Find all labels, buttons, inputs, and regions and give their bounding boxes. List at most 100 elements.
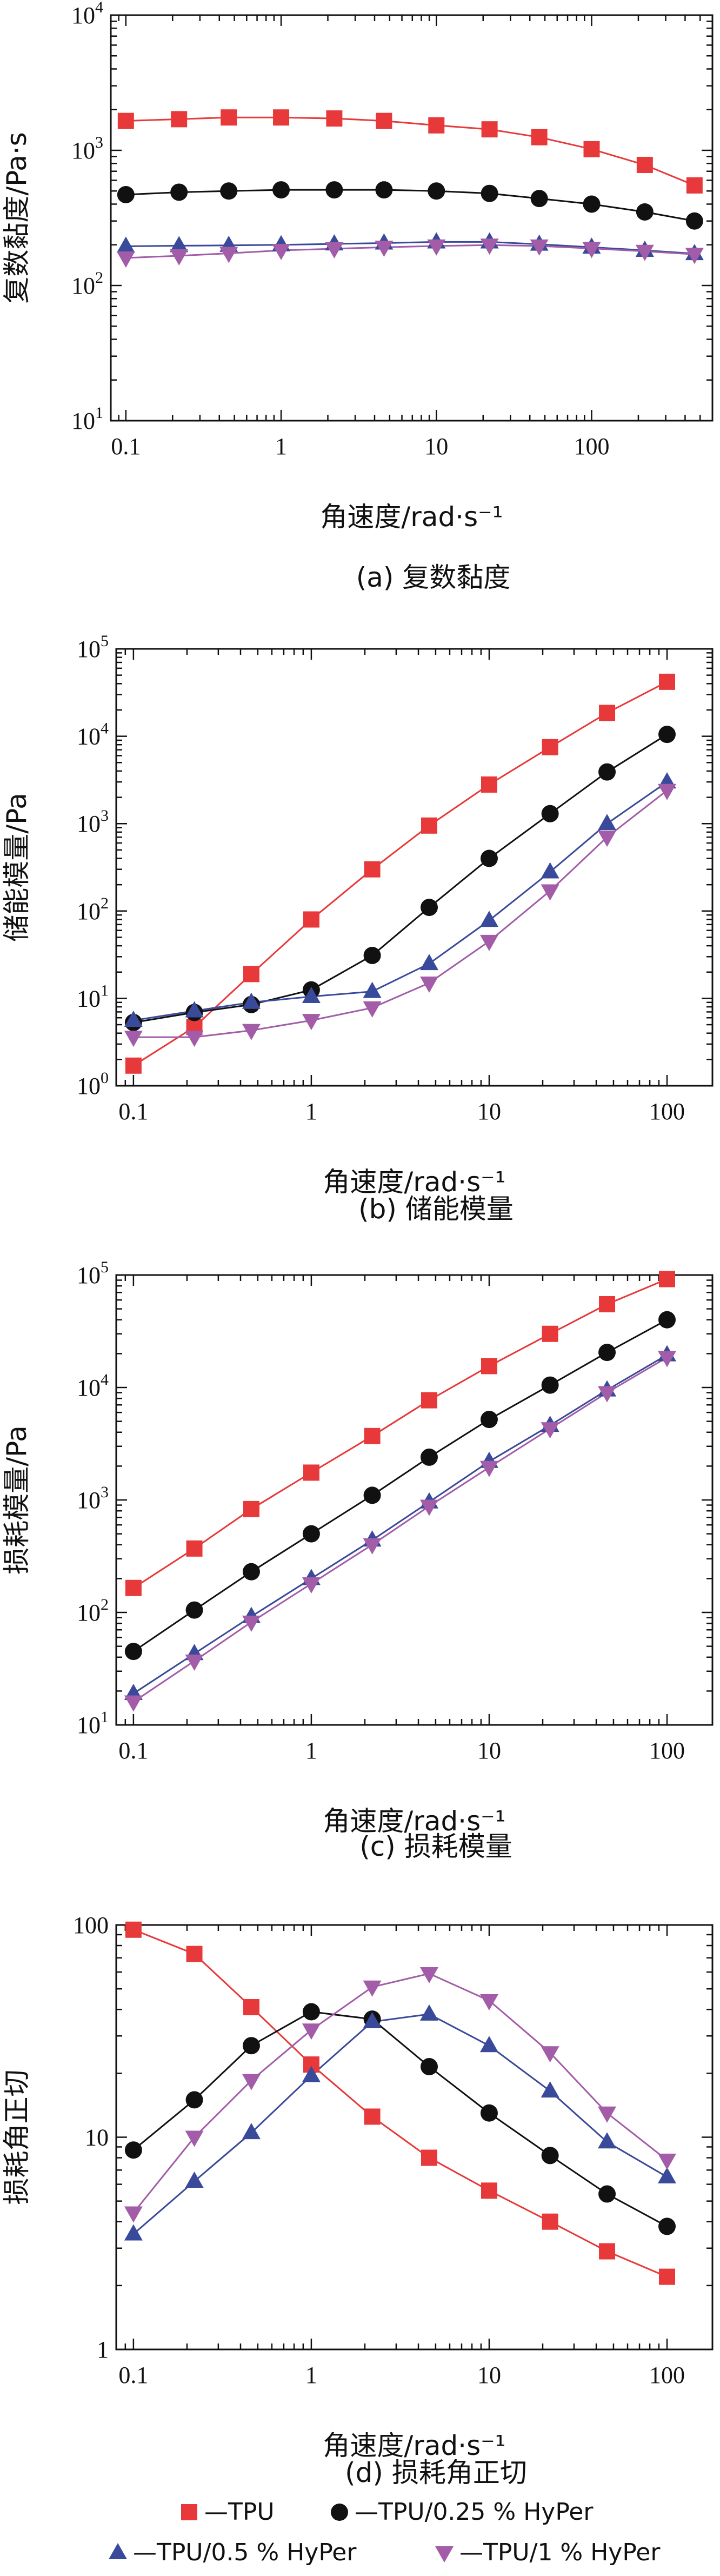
y-tick-base: 10 (77, 636, 101, 662)
data-point (541, 884, 559, 901)
y-axis-label: 复数黏度/Pa·s (1, 132, 32, 303)
chart-panel-c: 0.1 1 10 100101102103104105角速度/rad·s⁻¹损耗模量/… (1, 1258, 714, 1862)
data-point (541, 862, 559, 879)
series-line-3 (133, 781, 668, 1021)
x-axis-label: 角速度/rad·s⁻¹ (323, 2430, 505, 2461)
data-point (659, 2268, 676, 2285)
x-axis-label: 角速度/rad·s⁻¹ (323, 1805, 505, 1837)
data-point (428, 182, 445, 200)
data-point (117, 185, 135, 203)
legend-item: —TPU/1 % HyPer (435, 2539, 661, 2566)
data-point (170, 236, 189, 253)
chart-panel-b: 0.1 1 10 100100101102103104105角速度/rad·s⁻¹储能… (1, 632, 714, 1225)
y-tick-exponent: 5 (101, 632, 109, 650)
series-line-2 (125, 189, 695, 222)
series-line-4 (132, 1973, 668, 2214)
data-point (598, 831, 617, 847)
data-point (363, 981, 382, 998)
x-tick-label: 10 (477, 1737, 501, 1764)
data-point (541, 2147, 559, 2165)
data-point (273, 109, 290, 126)
data-point (242, 2123, 261, 2140)
data-point (481, 2182, 497, 2199)
legend-label: —TPU/0.25 % HyPer (355, 2498, 594, 2526)
data-point (636, 203, 654, 221)
legend-marker (109, 2543, 127, 2559)
y-tick-exponent: 5 (101, 1258, 109, 1276)
data-point (541, 1422, 559, 1439)
y-tick-base: 10 (77, 1599, 101, 1626)
data-point (480, 238, 499, 255)
series-line-3 (133, 1354, 668, 1695)
legend-label: —TPU/0.5 % HyPer (133, 2539, 357, 2566)
series-line-4 (125, 244, 695, 259)
y-tick-base: 10 (71, 408, 95, 434)
data-point (481, 184, 498, 202)
series-line-1 (133, 1278, 668, 1589)
x-tick-label: 100 (574, 433, 609, 460)
y-tick-base: 100 (73, 1912, 109, 1938)
data-point (363, 1538, 382, 1555)
legend-marker (331, 2504, 348, 2521)
legend-label: —TPU/1 % HyPer (459, 2539, 661, 2566)
data-point (685, 248, 704, 264)
data-point (302, 1014, 321, 1031)
data-point (243, 966, 259, 982)
data-point (420, 976, 438, 993)
x-tick-label: 100 (649, 1098, 685, 1125)
data-point (242, 2074, 261, 2090)
y-tick-exponent: 4 (101, 720, 109, 738)
y-tick-base: 10 (71, 137, 95, 164)
series-line-2 (132, 2010, 668, 2227)
panel-caption: (a) 复数黏度 (356, 562, 511, 593)
series-line-1 (133, 1929, 668, 2278)
data-point (658, 2218, 676, 2235)
data-point (541, 1376, 559, 1394)
plot-frame (110, 14, 714, 422)
data-point (658, 2153, 677, 2170)
y-tick-label: 102 (71, 269, 103, 299)
x-tick-label: 10 (477, 2362, 501, 2388)
legend-marker (181, 2504, 197, 2520)
data-point (583, 195, 601, 213)
series-line-2 (133, 733, 668, 1024)
data-point (363, 1980, 382, 1997)
y-tick-label: 100 (73, 1912, 109, 1938)
data-point (243, 1999, 259, 2015)
data-point (185, 1001, 204, 1018)
y-tick-label: 10 (85, 2124, 109, 2151)
data-point (635, 244, 654, 261)
data-point (541, 2046, 559, 2063)
y-tick-label: 103 (77, 1483, 109, 1513)
data-point (598, 2185, 616, 2203)
data-point (242, 1024, 261, 1040)
y-tick-label: 105 (77, 1258, 109, 1289)
data-point (659, 673, 676, 690)
data-point (185, 2091, 203, 2109)
data-point (302, 2066, 321, 2082)
data-point (599, 705, 616, 721)
data-point (479, 2036, 498, 2053)
data-point (428, 117, 445, 134)
data-point (421, 1392, 437, 1409)
legend-label: —TPU (204, 2498, 275, 2526)
data-point (598, 2106, 617, 2123)
data-point (598, 1344, 616, 1362)
data-point (480, 2104, 498, 2122)
y-tick-label: 102 (77, 894, 109, 925)
plot-frame (115, 648, 714, 1087)
plot-frame (115, 1274, 714, 1726)
y-axis-label: 损耗角正切 (1, 2070, 32, 2205)
y-tick-base: 10 (77, 1375, 101, 1401)
data-point (125, 1057, 142, 1074)
data-point (420, 1967, 438, 1983)
data-point (124, 1695, 143, 1712)
y-axis-label: 损耗模量/Pa (1, 1425, 32, 1574)
x-tick-label: 1 (305, 1737, 317, 1764)
data-point (480, 1411, 498, 1429)
data-point (421, 899, 438, 917)
data-point (364, 861, 381, 878)
y-tick-base: 10 (77, 811, 101, 837)
series-line-4 (133, 789, 668, 1038)
